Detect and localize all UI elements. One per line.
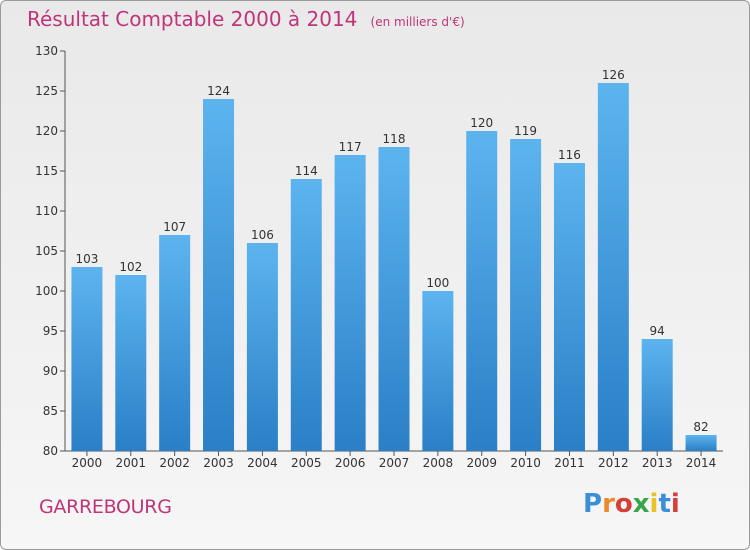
bar-value-label: 118 — [383, 132, 406, 146]
bar-value-label: 124 — [207, 84, 230, 98]
bar-value-label: 82 — [693, 420, 708, 434]
x-tick-label: 2005 — [291, 456, 322, 470]
bar — [71, 267, 103, 451]
bar-value-label: 119 — [514, 124, 537, 138]
bar — [290, 179, 322, 451]
y-tick-label: 120 — [35, 124, 58, 138]
x-tick-label: 2013 — [642, 456, 673, 470]
bar — [159, 235, 191, 451]
x-tick-label: 2004 — [247, 456, 278, 470]
logo-letter: r — [602, 489, 615, 519]
x-tick-label: 2012 — [598, 456, 629, 470]
bar-value-label: 120 — [470, 116, 493, 130]
bar-value-label: 94 — [650, 324, 665, 338]
x-tick-label: 2011 — [554, 456, 585, 470]
bar — [553, 163, 585, 451]
y-tick-label: 105 — [35, 244, 58, 258]
y-tick-label: 90 — [43, 364, 58, 378]
logo-letter: P — [583, 489, 603, 519]
x-tick-label: 2002 — [159, 456, 190, 470]
x-tick-label: 2007 — [379, 456, 410, 470]
y-tick-label: 100 — [35, 284, 58, 298]
y-tick-label: 130 — [35, 44, 58, 58]
x-tick-label: 2009 — [466, 456, 497, 470]
bar — [203, 99, 235, 451]
bar — [115, 275, 147, 451]
logo-letter: i — [670, 489, 680, 519]
chart-subtitle: (en milliers d'€) — [370, 15, 465, 29]
x-tick-label: 2003 — [203, 456, 234, 470]
x-tick-label: 2008 — [423, 456, 454, 470]
bar-value-label: 102 — [119, 260, 142, 274]
bar — [334, 155, 366, 451]
bar — [378, 147, 410, 451]
y-tick-label: 95 — [43, 324, 58, 338]
bar-value-label: 116 — [558, 148, 581, 162]
x-tick-label: 2006 — [335, 456, 366, 470]
bar-value-label: 100 — [426, 276, 449, 290]
bar — [510, 139, 542, 451]
logo-letter: o — [614, 489, 633, 519]
x-tick-label: 2010 — [510, 456, 541, 470]
bar — [466, 131, 498, 451]
chart-header: Résultat Comptable 2000 à 2014 (en milli… — [27, 7, 465, 31]
bar — [641, 339, 673, 451]
chart-title: Résultat Comptable 2000 à 2014 — [27, 7, 358, 31]
bar-value-label: 126 — [602, 68, 625, 82]
bar-value-label: 117 — [339, 140, 362, 154]
proxiti-logo: Proxiti — [583, 489, 680, 519]
commune-name: GARREBOURG — [39, 496, 172, 518]
bar — [422, 291, 454, 451]
bar — [685, 435, 717, 451]
x-tick-label: 2000 — [72, 456, 103, 470]
x-tick-label: 2001 — [116, 456, 147, 470]
x-tick-label: 2014 — [686, 456, 717, 470]
bar — [597, 83, 629, 451]
bar-value-label: 114 — [295, 164, 318, 178]
y-tick-label: 110 — [35, 204, 58, 218]
bar-value-label: 107 — [163, 220, 186, 234]
y-tick-label: 115 — [35, 164, 58, 178]
logo-letter: t — [658, 489, 671, 519]
logo-letter: x — [632, 489, 650, 519]
bar-value-label: 106 — [251, 228, 274, 242]
y-tick-label: 80 — [43, 444, 58, 458]
bar-value-label: 103 — [75, 252, 98, 266]
logo-letter: i — [649, 489, 659, 519]
bar — [246, 243, 278, 451]
y-tick-label: 85 — [43, 404, 58, 418]
y-tick-label: 125 — [35, 84, 58, 98]
